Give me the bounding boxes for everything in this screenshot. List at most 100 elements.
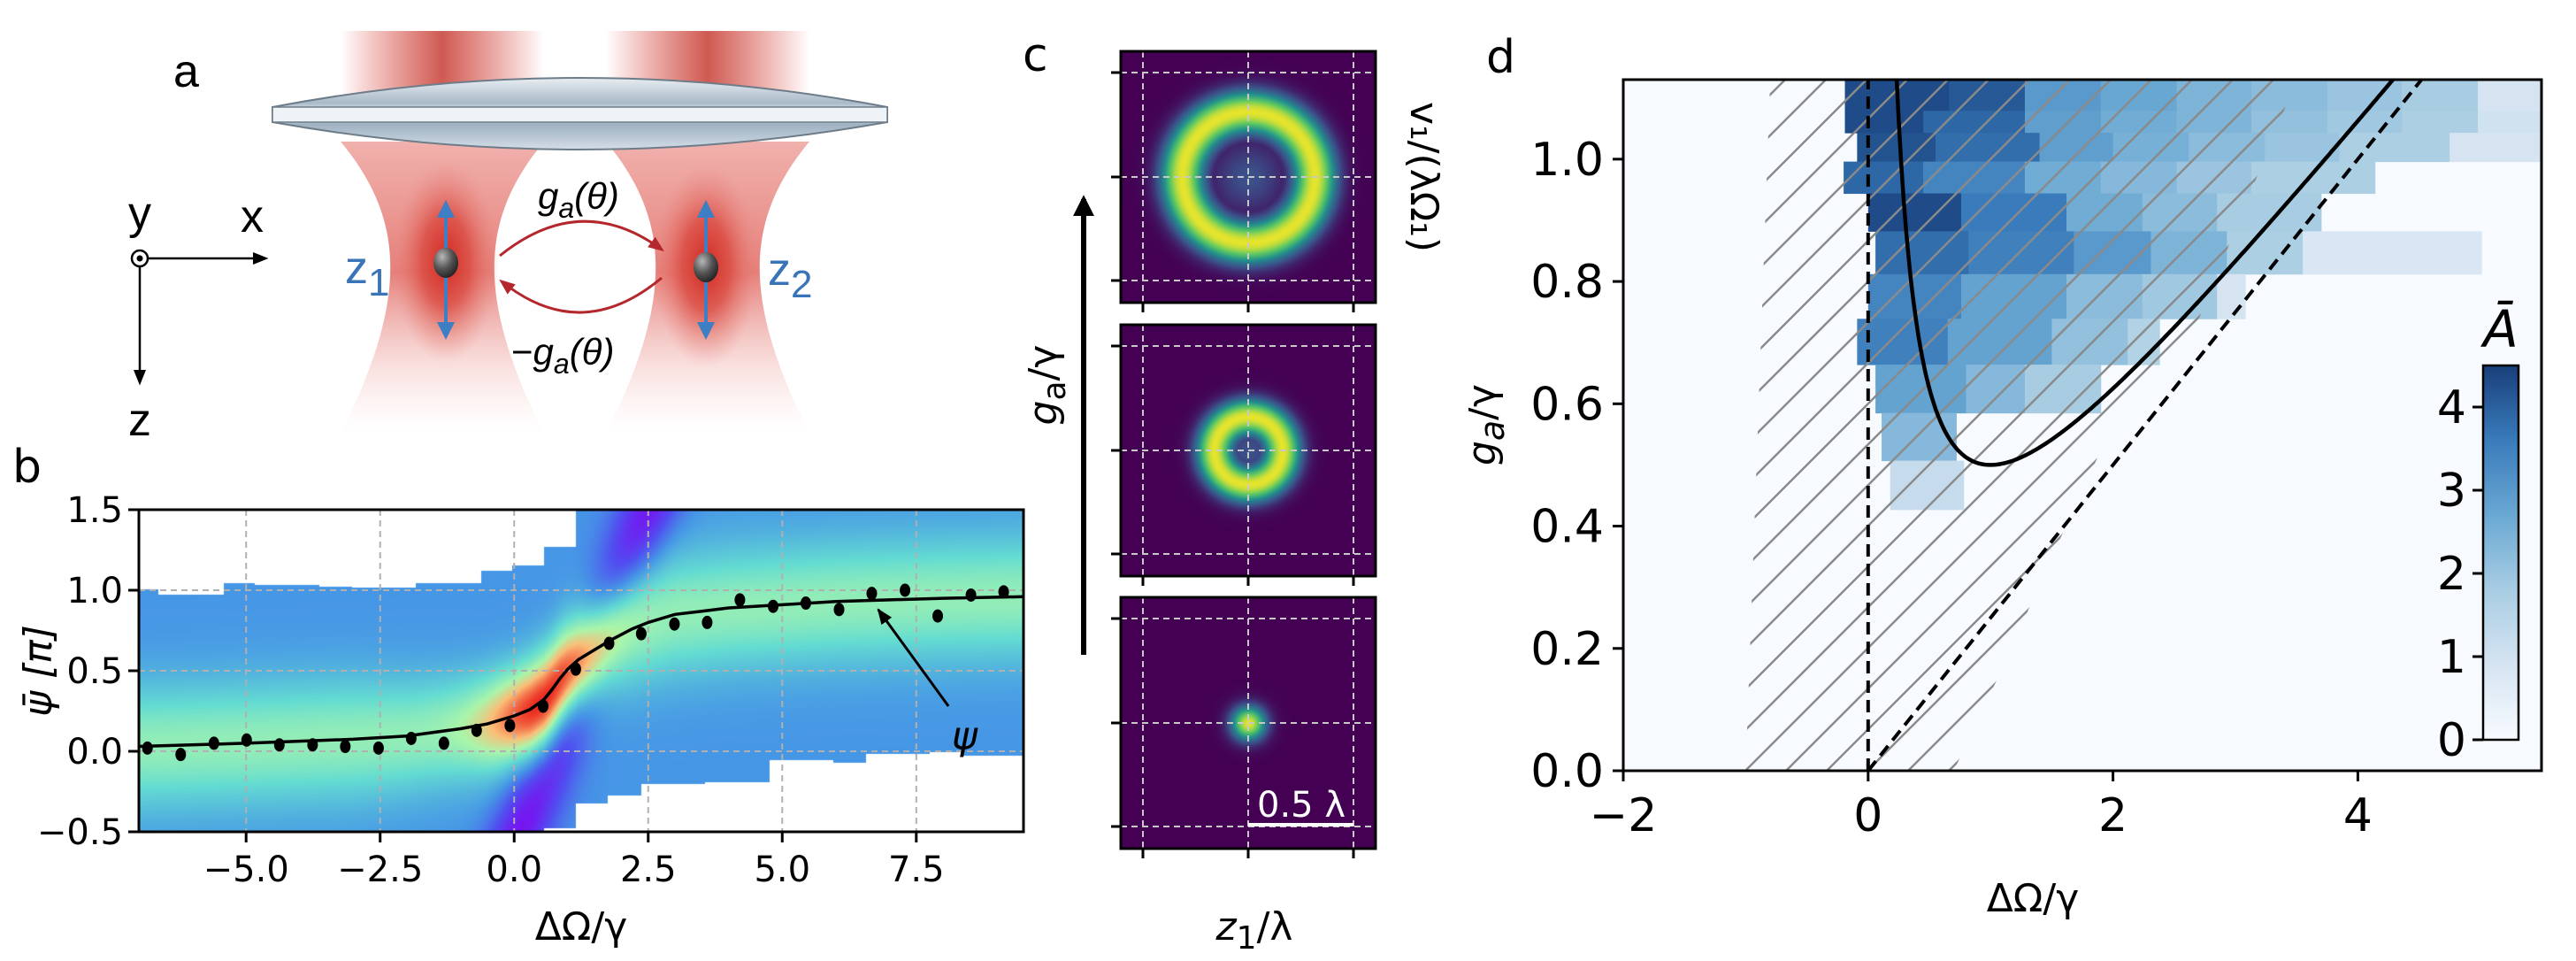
ytick-label: 0.8 [1530,256,1604,309]
ytick-label: 0.6 [1530,378,1604,431]
xtick-label: 0.0 [486,850,542,890]
data-point [570,662,581,676]
data-point [241,733,252,747]
heatmap-cell [1890,460,1965,511]
panel-b-ticks: −5.0 −2.5 0.0 2.5 5.0 7.5 −0.5 0.0 0.5 1.0 1.5 [37,490,945,890]
hatch-line [1745,80,1949,771]
heatmap-cell [2066,273,2143,319]
heatmap-cell [2039,133,2114,163]
panel-b-fit-curve [138,595,1024,749]
hatch-line [1745,80,2152,771]
annotation-psi-label: ψ [952,713,978,758]
xtick-label: −2.5 [337,850,423,890]
hatch-line [1745,80,2297,771]
data-point [965,588,977,602]
data-point [208,736,219,750]
data-point [669,617,680,631]
data-point [767,599,778,613]
data-point [307,738,318,752]
coupling-forward-arrow [499,219,664,258]
panel-letter-c: c [1023,29,1048,82]
panel-d-lines [1866,80,2423,771]
panel-d-ticks: −2 0 2 4 0.0 0.2 0.4 0.6 0.8 1.0 [1530,134,2373,842]
data-point [372,741,384,755]
panel-d: d −2 0 2 4 0.0 0.2 0.4 0.6 0.8 1.0 ΔΩ/γ ga/γ 0 1 2 3… [1468,31,2543,921]
heatmap-cell [2402,80,2479,111]
coupling-backward-label: −ga(θ) [511,331,614,380]
heatmap-cell [2024,161,2102,195]
panel-b-data-points [142,583,1009,762]
fit-curve-line [138,595,1024,749]
z1-label: z1 [345,242,389,304]
panel-c-arrow-label: ga/γ [1021,345,1073,426]
data-point [340,740,351,754]
panel-c-subplots-overlay [1111,50,1377,858]
panel-letter-d: d [1486,31,1515,84]
colorbar-tick-label: 0 [2437,714,2466,767]
xtick-label: 0 [1853,789,1882,842]
particle-1 [433,248,458,278]
data-point [537,699,548,713]
heatmap-cell [1882,412,1957,462]
ytick-label: 0.2 [1530,623,1604,676]
colorbar-tick-label: 3 [2437,465,2466,518]
colorbar-tick-label: 2 [2437,548,2466,601]
panel-b-gridlines [139,509,1024,833]
ytick-label: 0.0 [1530,745,1604,798]
heatmap-cell [1960,273,2067,319]
heatmap-cell [2051,319,2128,365]
data-point [142,741,153,755]
heatmap-cell [1947,319,2052,365]
data-point [471,723,482,737]
heatmap-cell [1923,161,2026,195]
lens [272,77,888,150]
ytick-label: −0.5 [37,812,123,853]
data-point [175,748,187,762]
panel-d-ylabel: ga/γ [1468,384,1512,465]
axis-label-y: y [128,188,151,239]
data-point [635,627,647,641]
heatmap-cell [2478,111,2542,134]
heatmap-cell [1844,161,1924,195]
heatmap-cell [2024,111,2102,134]
panel-d-xlabel: ΔΩ/γ [1987,876,2080,921]
heatmap-cell [2217,273,2246,319]
hatch-line [1745,80,1908,771]
diagonal-dashed-line [1867,80,2423,771]
data-point [603,636,615,650]
z2-label: z2 [768,244,812,306]
data-point [504,719,516,733]
data-point [833,603,845,617]
data-point [734,593,746,607]
heatmap-cell [2450,133,2542,163]
data-point [800,596,811,611]
hatch-line [1745,80,2297,771]
panel-c-right-ylabel: v₁/(λΩ₁) [1401,102,1446,252]
data-point [866,587,878,601]
heatmap-cell [2339,133,2450,163]
ytick-label: 1.0 [66,571,123,611]
hatch-line [1745,80,1990,771]
data-point [998,585,1009,599]
panel-letter-a: a [173,46,199,97]
heatmap-cell [2250,80,2328,111]
coupling-forward-label: ga(θ) [538,175,619,224]
colorbar [2481,364,2520,742]
data-point [273,738,285,752]
data-point [702,615,713,629]
heatmap-cell [2227,231,2304,275]
hatch-line [1745,80,2193,771]
axis-label-z: z [128,395,151,442]
xtick-label: 2 [2098,789,2128,842]
xtick-label: 5.0 [754,850,810,890]
axis-label-x: x [241,191,264,242]
panel-letter-b: b [12,441,42,494]
ytick-label: 1.0 [1530,134,1604,187]
heatmap-cell [2100,111,2178,134]
panel-c-xlabel: z1/λ [1215,904,1293,957]
data-point [900,583,911,597]
heatmap-cell [2176,80,2252,111]
hatch-line [1745,80,2234,771]
hatch-line [1745,80,2071,771]
hatch-line [1745,80,2030,771]
